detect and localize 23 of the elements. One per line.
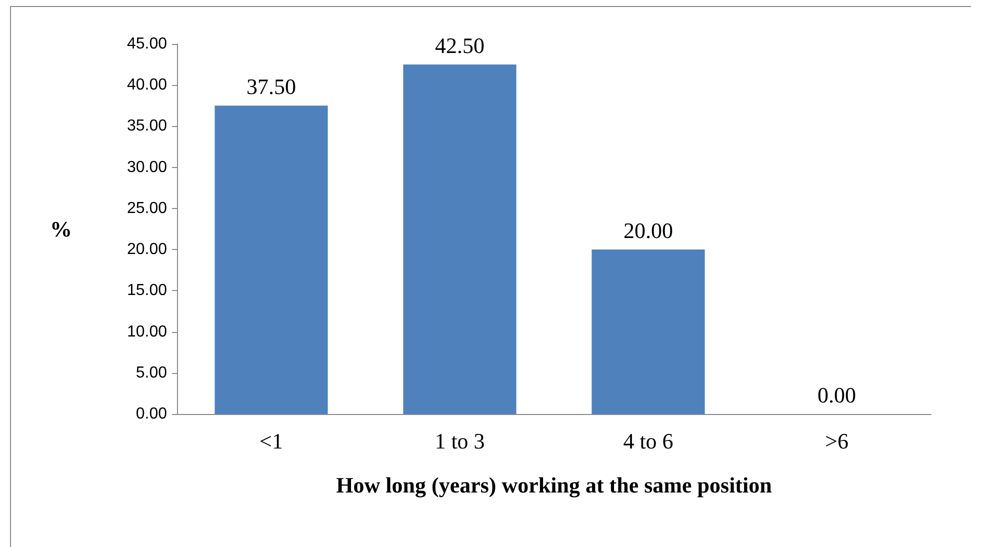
y-tick-label: 30.00 (126, 158, 168, 176)
y-tick-label: 10.00 (126, 323, 168, 340)
y-axis-title: % (50, 216, 72, 242)
y-tick-label: 45.00 (126, 36, 168, 52)
x-tick-label: 1 to 3 (434, 428, 485, 454)
x-tick-label: <1 (260, 428, 283, 454)
data-label: 37.50 (246, 74, 296, 100)
bar (403, 64, 516, 414)
bar (592, 250, 705, 414)
bar (214, 106, 328, 414)
data-label: 42.50 (435, 33, 484, 58)
x-tick-label: 4 to 6 (623, 428, 674, 454)
x-axis-title: How long (years) working at the same position (336, 472, 772, 498)
y-tick-label: 15.00 (126, 282, 168, 300)
y-tick-label: 25.00 (126, 200, 168, 217)
data-label: 20.00 (624, 218, 673, 244)
y-tick-label: 0.00 (136, 406, 168, 422)
y-tick-label: 40.00 (126, 76, 168, 94)
y-tick-label: 5.00 (136, 364, 168, 382)
y-tick-label: 35.00 (126, 118, 168, 135)
y-tick-label: 20.00 (126, 241, 168, 258)
data-label: 0.00 (818, 382, 856, 408)
x-tick-label: >6 (825, 428, 848, 454)
